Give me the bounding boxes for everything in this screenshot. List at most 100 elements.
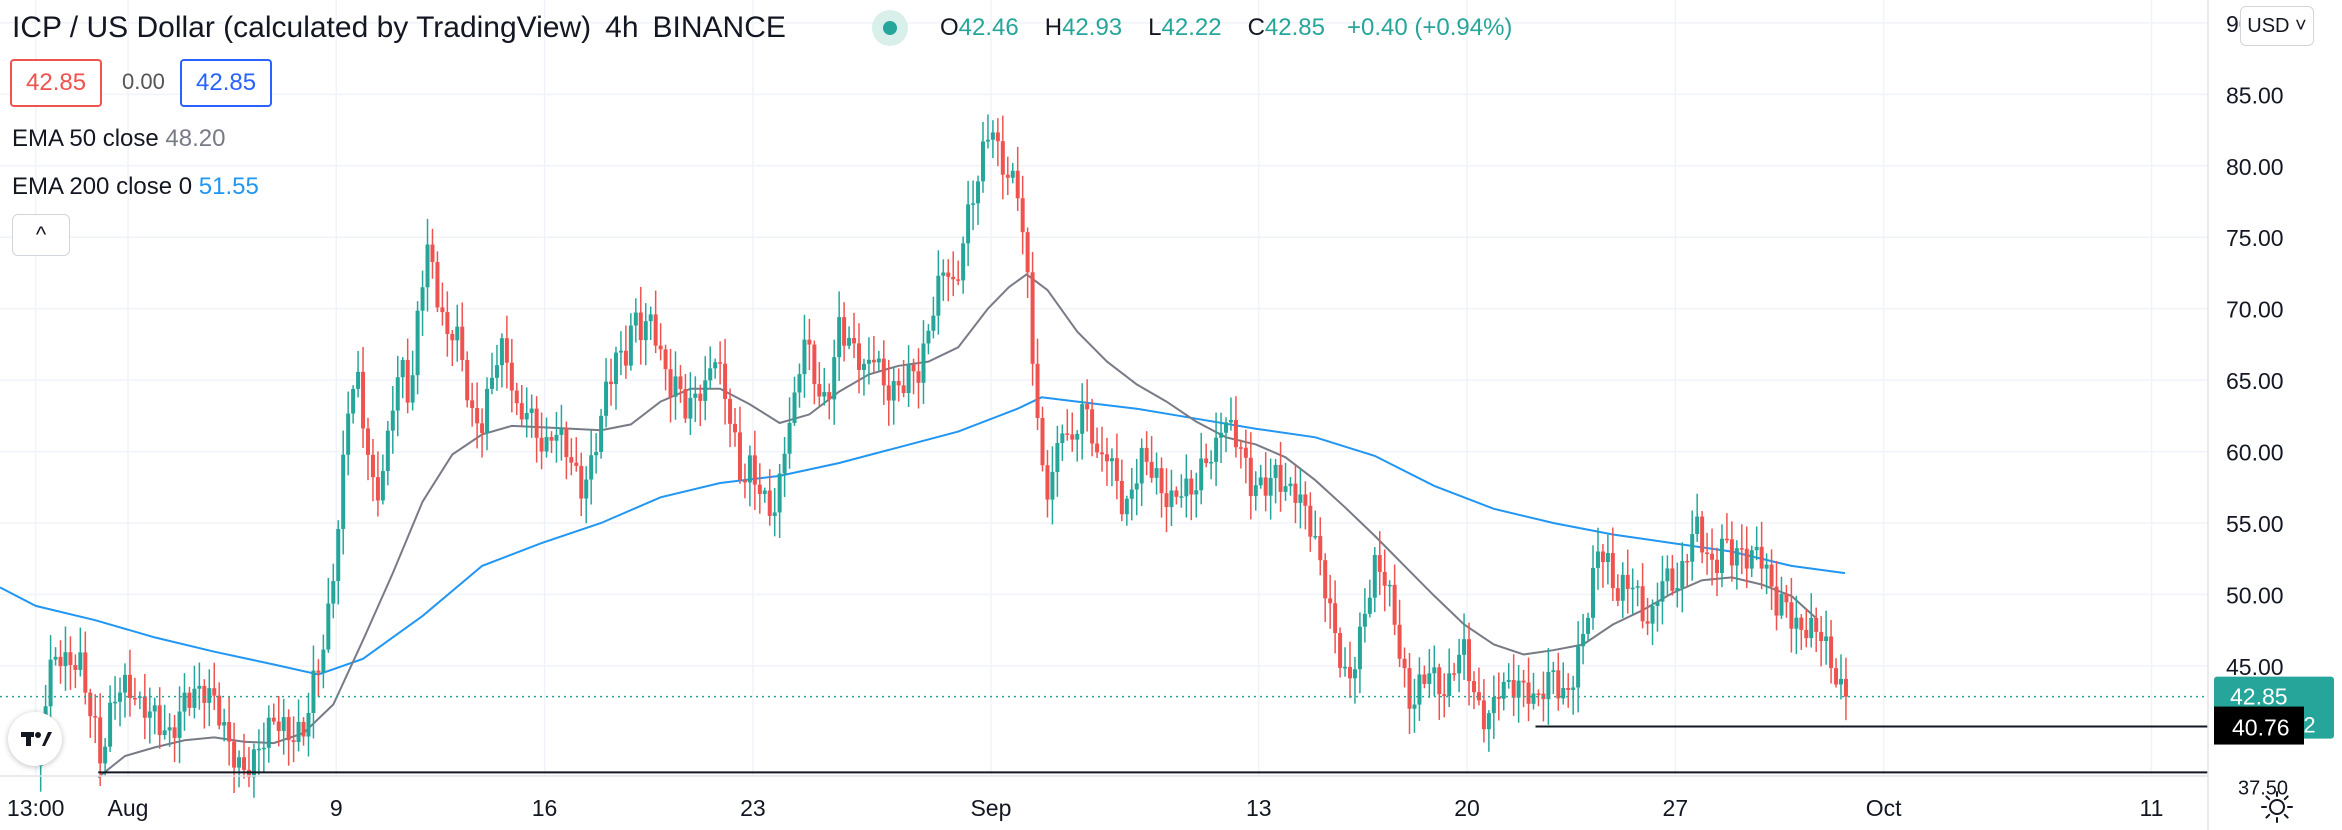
candle-body [271,717,276,722]
candle-body [896,381,901,386]
candle-body [609,381,614,385]
indicator-value: 48.20 [165,125,226,152]
candle-body [613,352,618,385]
candle-body [1595,551,1600,568]
symbol-name[interactable]: ICP / US Dollar (calculated by TradingVi… [12,11,592,44]
candle-body [633,312,638,326]
candle-body [341,454,346,529]
candle-body [53,656,58,660]
candle-body [1278,464,1283,492]
candle-body [370,454,375,478]
candle-body [276,721,281,731]
candle-body [202,685,207,703]
candle-body [638,312,643,341]
candle-body [1501,681,1506,699]
candle-body [886,385,891,401]
candle-body [797,374,802,393]
candle-body [152,705,157,712]
candle-body [688,397,693,419]
candle-body [936,275,941,316]
candle-body [1149,461,1154,478]
candle-body [901,385,906,394]
candle-body [1372,555,1377,598]
candle-body [1645,621,1650,624]
candle-body [579,465,584,499]
candle-body [281,717,286,731]
indicator-ema50[interactable]: EMA 50 close 48.20 [12,122,225,156]
candle-body [1293,483,1298,503]
candle-body [1685,560,1690,563]
candle-body [1829,636,1834,669]
candle-body [1328,598,1333,604]
price-tick-label: 45.00 [2226,654,2284,680]
candle-body [1749,550,1754,569]
indicator-name: EMA 200 close 0 [12,173,193,200]
candle-body [1700,516,1705,553]
candle-body [366,428,370,455]
candle-body [1739,548,1744,550]
candle-body [1377,555,1382,572]
candle-body [361,371,366,429]
ema200-line [0,396,1846,676]
candle-body [1605,553,1610,563]
candles [38,114,1848,798]
candle-body [1566,688,1571,690]
candle-body [1194,490,1199,495]
candle-body [1134,483,1139,490]
candle-body [83,652,88,693]
candle-body [1154,468,1159,478]
candle-body [78,652,83,670]
candle-body [807,339,812,345]
candle-body [1253,485,1258,497]
candle-body [375,477,380,501]
candle-body [673,376,678,397]
candle-body [1070,434,1075,440]
candle-body [331,581,336,604]
candle-body [529,408,534,414]
candle-body [1288,483,1293,487]
candle-body [653,314,658,346]
candle-body [971,203,976,205]
tradingview-logo-icon[interactable] [8,712,62,766]
candle-body [1189,478,1194,495]
candle-body [336,528,341,582]
candle-body [351,388,356,414]
price-tick-label: 60.00 [2226,440,2284,466]
candle-body [1665,568,1670,582]
candle-body [757,484,762,494]
candle-body [1655,601,1660,607]
candle-body [385,430,390,472]
candle-body [1045,465,1050,500]
candle-body [1407,668,1412,709]
sell-price-button[interactable]: 42.85 [10,59,103,107]
collapse-legend-button[interactable]: ^ [12,214,70,256]
candle-body [1571,687,1576,690]
candle-body [1467,639,1472,682]
candle-body [966,204,971,244]
indicator-ema200[interactable]: EMA 200 close 0 51.55 [12,170,259,204]
candle-body [1090,409,1095,444]
currency-selector[interactable]: USD ˅ [2240,6,2314,46]
candle-body [693,393,698,398]
candle-body [1020,198,1025,233]
candle-body [534,408,539,438]
candle-body [946,272,951,277]
candle-body [321,649,326,673]
candle-body [1169,490,1174,508]
candle-body [1719,538,1724,573]
candle-body [1273,464,1278,478]
settings-sun-icon[interactable] [2260,790,2294,824]
candle-body [980,141,985,182]
candle-body [1819,631,1824,642]
candle-body [594,451,599,456]
candle-body [440,307,445,313]
time-tick-label: Aug [107,795,148,821]
price-tick-label-partial: 37.50 [2238,777,2288,799]
chart-legend-title[interactable]: ICP / US Dollar (calculated by TradingVi… [12,8,800,48]
candle-body [73,664,78,670]
candle-body [311,670,316,713]
candle-body [747,455,752,483]
buy-price-button[interactable]: 42.85 [180,59,273,107]
interval-label[interactable]: 4h [605,11,639,44]
